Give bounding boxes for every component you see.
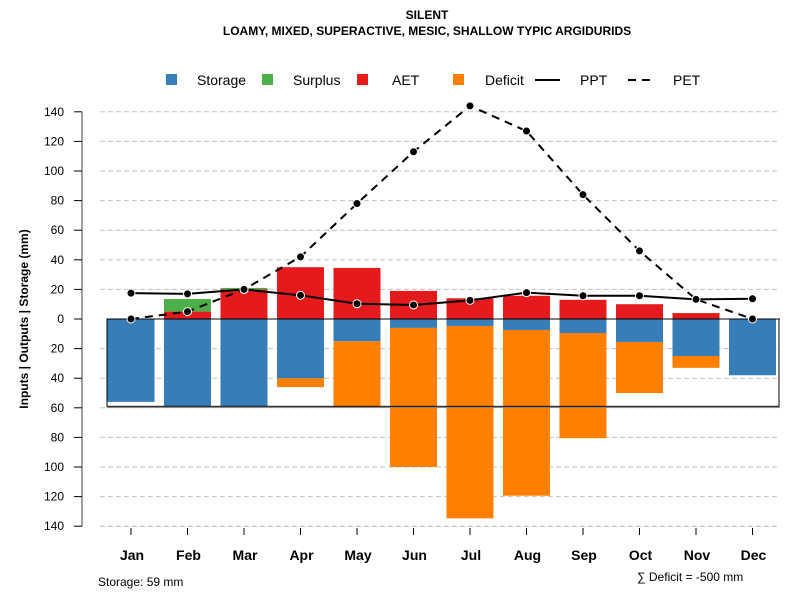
ppt-point xyxy=(352,299,362,309)
legend-label-ppt: PPT xyxy=(580,72,608,88)
pet-point xyxy=(409,147,418,157)
legend-swatch-storage xyxy=(166,74,177,85)
deficit-annotation: ∑ Deficit = -500 mm xyxy=(637,570,744,584)
y-tick-label: 100 xyxy=(44,164,64,178)
x-tick-label: Mar xyxy=(233,547,258,563)
ppt-point xyxy=(748,294,757,304)
x-tick-label: Jun xyxy=(402,547,427,563)
legend-swatch-deficit xyxy=(453,74,464,85)
y-tick-label: 40 xyxy=(51,371,65,385)
x-tick-label: Aug xyxy=(514,547,541,563)
x-tick-label: Sep xyxy=(571,547,597,563)
storage-annotation: Storage: 59 mm xyxy=(98,575,184,589)
y-tick-label: 80 xyxy=(51,430,65,444)
pet-point xyxy=(465,101,475,111)
x-tick-label: Nov xyxy=(684,547,711,563)
bar-deficit xyxy=(333,341,381,408)
ppt-point xyxy=(522,288,531,298)
x-tick-label: Apr xyxy=(289,547,314,563)
x-tick-label: May xyxy=(344,547,371,563)
y-tick-label: 60 xyxy=(51,223,65,237)
y-tick-label: 80 xyxy=(51,194,65,208)
y-tick-label: 140 xyxy=(44,519,64,533)
bar-deficit xyxy=(672,356,720,368)
ppt-point xyxy=(183,289,192,299)
y-tick-label: 60 xyxy=(51,401,65,415)
bar-surplus xyxy=(164,299,211,312)
bar-deficit xyxy=(390,327,437,467)
ppt-point xyxy=(465,295,475,305)
bar-deficit xyxy=(559,333,607,439)
y-tick-label: 120 xyxy=(44,490,64,504)
bar-storage xyxy=(503,319,550,330)
pet-point xyxy=(522,126,531,136)
y-tick-label: 20 xyxy=(51,342,65,356)
bar-storage xyxy=(390,319,437,328)
y-tick-label: 40 xyxy=(51,253,65,267)
y-tick-label: 120 xyxy=(44,134,64,148)
bar-aet xyxy=(672,313,720,319)
bar-aet xyxy=(503,295,550,319)
legend-label-storage: Storage xyxy=(197,72,246,88)
ppt-line xyxy=(130,288,753,306)
pet-point xyxy=(578,190,588,200)
x-tick-label: Jul xyxy=(461,547,481,563)
legend-label-pet: PET xyxy=(673,72,701,88)
ppt-point xyxy=(635,291,644,301)
legend-label-aet: AET xyxy=(392,72,420,88)
legend-label-deficit: Deficit xyxy=(485,72,524,88)
bar-aet xyxy=(446,298,494,319)
x-tick-label: Oct xyxy=(629,547,653,563)
bar-deficit xyxy=(503,329,550,496)
pet-point xyxy=(296,252,305,262)
ppt-point xyxy=(409,300,418,310)
bar-storage xyxy=(107,319,155,402)
legend-swatch-aet xyxy=(357,74,368,85)
bar-storage xyxy=(333,319,381,342)
y-tick-label: 20 xyxy=(51,282,65,296)
ppt-point xyxy=(126,288,136,298)
pet-point xyxy=(352,199,362,209)
chart-subtitle: LOAMY, MIXED, SUPERACTIVE, MESIC, SHALLO… xyxy=(222,24,632,38)
y-tick-label: 100 xyxy=(44,460,64,474)
bar-storage xyxy=(164,319,211,407)
bar-deficit xyxy=(277,378,324,388)
bar-storage xyxy=(672,319,720,356)
bar-storage xyxy=(729,319,776,376)
bar-deficit xyxy=(616,341,663,393)
bar-storage xyxy=(277,319,324,379)
x-tick-label: Dec xyxy=(741,547,767,563)
legend-swatch-surplus xyxy=(262,74,273,85)
y-axis-label: Inputs | Outputs | Storage (mm) xyxy=(17,229,31,408)
bar-storage xyxy=(616,319,663,342)
bar-aet xyxy=(559,299,607,319)
y-tick-label: 140 xyxy=(44,105,64,119)
x-tick-label: Feb xyxy=(176,547,201,563)
pet-point xyxy=(239,284,249,294)
pet-point xyxy=(635,246,644,256)
ppt-point xyxy=(578,291,588,301)
pet-point xyxy=(126,314,136,324)
chart-title: SILENT xyxy=(405,8,449,22)
legend-label-surplus: Surplus xyxy=(293,72,340,88)
bar-aet xyxy=(220,289,268,319)
pet-line xyxy=(130,104,753,320)
pet-point xyxy=(748,314,757,324)
bar-deficit xyxy=(446,325,494,519)
bar-storage xyxy=(559,319,607,334)
y-tick-label: 0 xyxy=(57,312,64,326)
ppt-point xyxy=(296,290,305,300)
pet-point xyxy=(183,307,192,317)
x-tick-label: Jan xyxy=(120,547,144,563)
bar-aet xyxy=(616,304,663,319)
bar-storage xyxy=(220,319,268,407)
bar-aet xyxy=(333,267,381,319)
pet-point xyxy=(691,294,701,304)
bar-storage xyxy=(446,319,494,326)
